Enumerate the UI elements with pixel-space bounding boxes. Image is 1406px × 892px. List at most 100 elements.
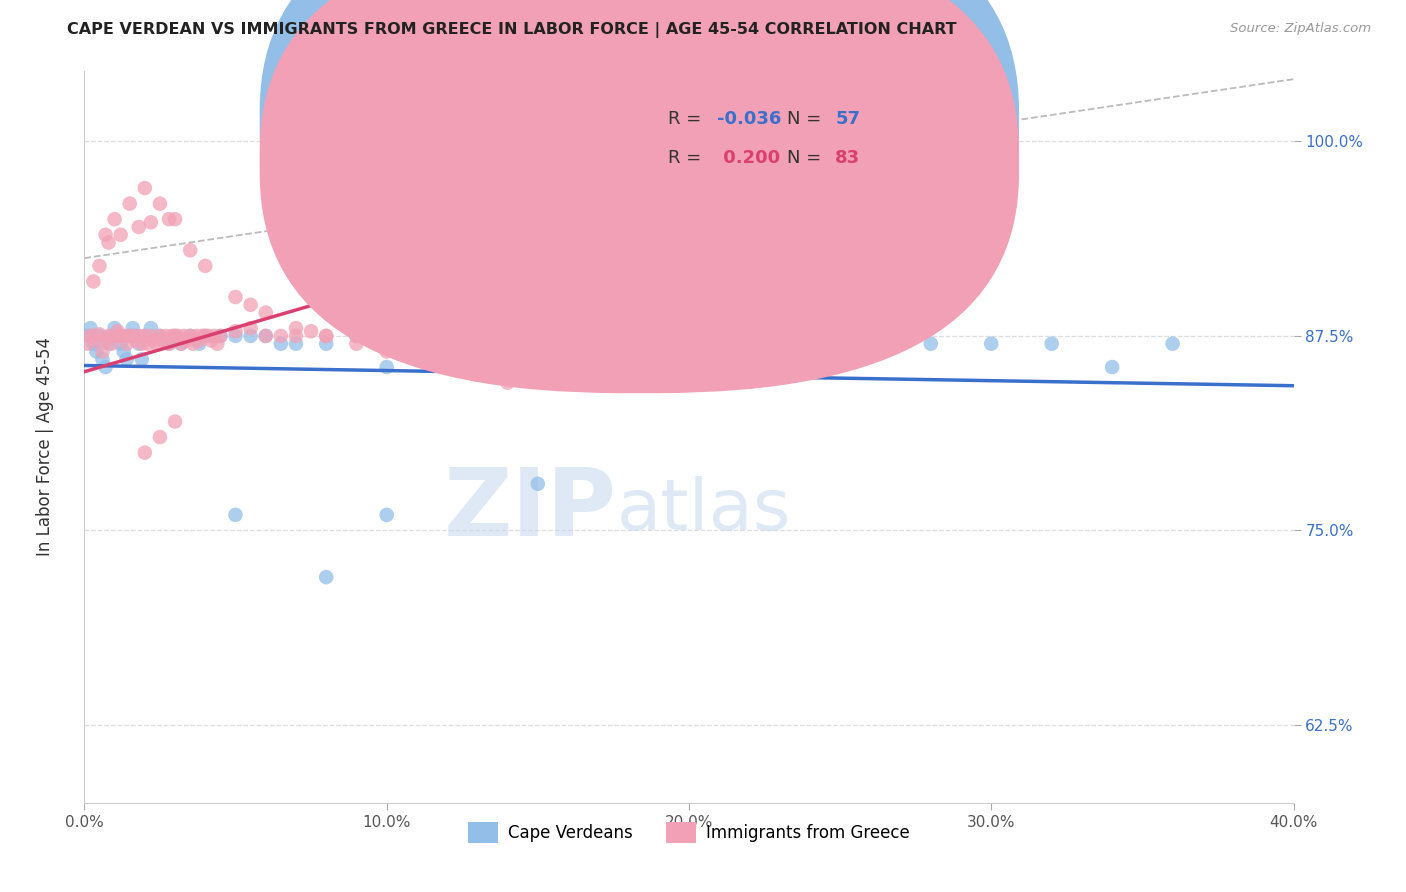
Point (139, 215, 162, 229)
Point (239, 321, 262, 335)
Point (285, 321, 308, 335)
Point (115, 352, 138, 367)
Point (134, 329, 156, 343)
Point (118, 329, 141, 343)
Point (157, 336, 180, 351)
Point (107, 324, 129, 338)
Text: atlas: atlas (616, 475, 790, 545)
Point (467, 368, 489, 382)
FancyBboxPatch shape (260, 0, 1019, 393)
Point (496, 329, 519, 343)
Point (225, 324, 247, 338)
Point (1040, 336, 1063, 351)
Point (134, 445, 156, 459)
Point (121, 329, 143, 343)
Point (285, 336, 308, 351)
Point (299, 324, 322, 338)
Point (207, 336, 229, 351)
Point (194, 329, 217, 343)
Point (128, 219, 150, 234)
Text: 0.200: 0.200 (717, 149, 780, 167)
Point (738, 321, 761, 335)
Point (149, 196, 172, 211)
Point (557, 336, 579, 351)
Point (1101, 359, 1123, 374)
Point (179, 329, 201, 343)
Point (91, 352, 114, 367)
FancyBboxPatch shape (599, 82, 912, 195)
Point (315, 336, 337, 351)
Point (136, 336, 159, 351)
Text: -0.036: -0.036 (717, 110, 782, 128)
Text: Source: ZipAtlas.com: Source: ZipAtlas.com (1230, 22, 1371, 36)
Point (157, 212, 180, 227)
Point (179, 244, 201, 258)
Point (254, 329, 277, 343)
Point (121, 321, 143, 335)
Point (181, 336, 204, 351)
Point (920, 336, 942, 351)
Point (254, 329, 277, 343)
Point (134, 329, 156, 343)
Point (285, 329, 308, 343)
Point (170, 336, 193, 351)
Point (375, 344, 398, 359)
Point (176, 334, 198, 348)
Point (82, 329, 104, 343)
Point (209, 329, 232, 343)
Point (128, 336, 150, 351)
Point (131, 336, 153, 351)
Point (194, 329, 217, 343)
Point (110, 329, 132, 343)
Point (91, 344, 114, 359)
Point (115, 336, 138, 351)
Point (315, 329, 337, 343)
Point (467, 329, 489, 343)
Point (82, 275, 104, 289)
Text: R =: R = (668, 110, 707, 128)
Point (678, 329, 700, 343)
Point (86, 344, 108, 359)
Point (315, 570, 337, 584)
Point (104, 212, 127, 227)
Point (188, 334, 211, 348)
Point (125, 334, 148, 348)
Point (202, 329, 225, 343)
Point (436, 359, 458, 374)
Point (134, 181, 156, 195)
Point (110, 336, 132, 351)
Point (200, 334, 222, 348)
Point (346, 336, 368, 351)
Point (152, 334, 174, 348)
Point (104, 321, 127, 335)
Point (375, 359, 398, 374)
Point (239, 298, 262, 312)
Legend: Cape Verdeans, Immigrants from Greece: Cape Verdeans, Immigrants from Greece (461, 815, 917, 849)
Point (315, 329, 337, 343)
Point (100, 329, 122, 343)
Point (165, 329, 187, 343)
Point (179, 329, 201, 343)
Point (194, 259, 217, 273)
Point (110, 227, 132, 242)
Point (139, 329, 162, 343)
Point (225, 329, 247, 343)
Point (128, 329, 150, 343)
Point (160, 329, 183, 343)
Point (980, 336, 1002, 351)
Point (1161, 336, 1184, 351)
Point (146, 336, 169, 351)
Point (118, 196, 141, 211)
Point (97, 235, 120, 250)
Point (107, 329, 129, 343)
Text: In Labor Force | Age 45-54: In Labor Force | Age 45-54 (37, 336, 53, 556)
Point (79, 321, 101, 335)
Point (149, 329, 172, 343)
Point (165, 212, 187, 227)
Point (254, 305, 277, 319)
Point (188, 336, 211, 351)
Point (94, 334, 117, 348)
Point (375, 324, 398, 338)
Point (859, 329, 882, 343)
Point (406, 329, 429, 343)
